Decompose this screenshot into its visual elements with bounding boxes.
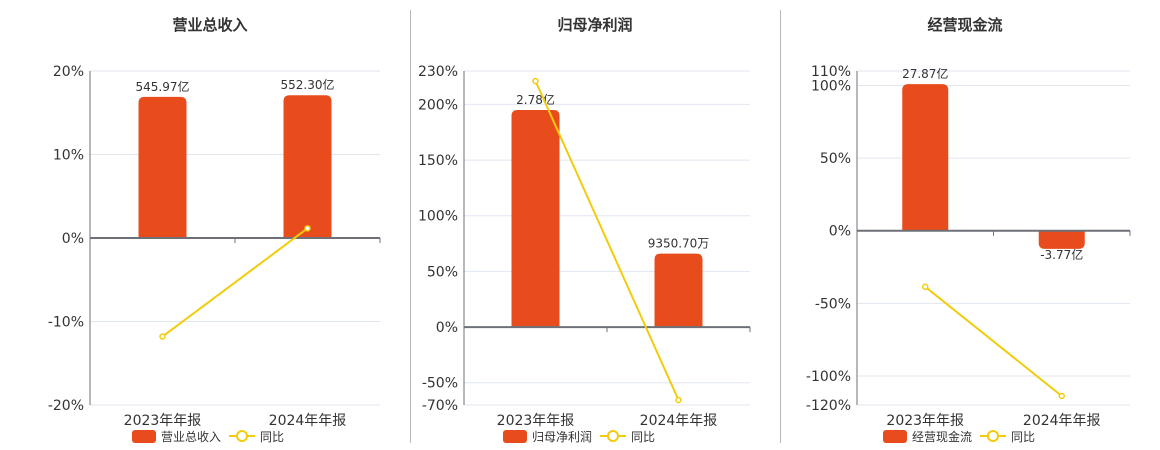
panel-divider — [410, 10, 411, 443]
legend-bar-label[interactable]: 营业总收入 — [161, 429, 222, 444]
chart-plot-operating-cash-flow: 110%100% 50% 0% -50% -100% -120% 27.87亿 -3.77亿 2… — [806, 64, 1131, 429]
y-tick-label: 50% — [427, 264, 458, 280]
bar[interactable] — [511, 109, 560, 328]
bar[interactable] — [1038, 230, 1085, 249]
y-tick-label: 10% — [53, 148, 84, 164]
x-category-label: 2023年年报 — [886, 413, 964, 429]
y-tick-label: 110% — [811, 64, 851, 80]
chart-legend: 经营现金流 同比 — [883, 428, 1035, 444]
yoy-line — [534, 80, 680, 401]
x-category-label: 2023年年报 — [497, 413, 575, 429]
x-category-label: 2024年年报 — [1023, 413, 1101, 429]
bar-value-label: 9350.70万 — [648, 237, 710, 251]
legend-line-label[interactable]: 同比 — [631, 429, 656, 444]
y-tick-label: 150% — [418, 153, 458, 169]
legend-line-label[interactable]: 同比 — [1011, 429, 1036, 444]
y-tick-label: 50% — [820, 151, 851, 167]
bar[interactable] — [902, 84, 949, 231]
y-tick-label: -70% — [422, 398, 458, 414]
y-tick-label: 100% — [811, 79, 851, 95]
legend-bar-swatch[interactable] — [503, 429, 527, 443]
bar-value-label: -3.77亿 — [1040, 247, 1083, 262]
chart-legend: 营业总收入 同比 — [132, 428, 284, 444]
yoy-point[interactable] — [159, 333, 166, 340]
y-tick-label: -20% — [48, 398, 84, 414]
legend-bar-label[interactable]: 归母净利润 — [532, 429, 593, 444]
yoy-point[interactable] — [532, 77, 539, 85]
chart-legend: 归母净利润 同比 — [503, 428, 655, 444]
x-category-label: 2024年年报 — [640, 413, 718, 429]
legend-bar-swatch[interactable] — [883, 429, 907, 443]
chart-plot-net-profit: 230% 200% 150% 100% 50% 0% -50% -70% 2.78亿 9350.7… — [418, 64, 751, 429]
bar-value-label: 545.97亿 — [136, 79, 190, 94]
y-tick-label: 0% — [436, 320, 458, 336]
chart-plot-revenue: 20% 10% 0% -10% -20% 545.97亿 552.30亿 2023年年报 202… — [48, 64, 381, 429]
chart-title: 经营现金流 — [927, 16, 1003, 34]
panel-divider — [780, 10, 781, 443]
x-category-label: 2024年年报 — [269, 413, 347, 429]
yoy-point[interactable] — [675, 396, 682, 404]
y-tick-label: -10% — [48, 315, 84, 331]
y-tick-label: 200% — [418, 97, 458, 113]
bar-value-label: 27.87亿 — [902, 66, 948, 81]
yoy-point[interactable] — [304, 225, 311, 232]
chart-title: 归母净利润 — [557, 16, 633, 34]
bar-value-label: 2.78亿 — [516, 92, 555, 107]
x-category-label: 2023年年报 — [124, 413, 202, 429]
legend-bar-label[interactable]: 经营现金流 — [912, 429, 973, 444]
legend-bar-swatch[interactable] — [132, 429, 156, 443]
y-tick-label: -120% — [806, 398, 851, 414]
y-tick-label: -50% — [422, 376, 458, 392]
legend-line-label[interactable]: 同比 — [260, 429, 285, 444]
yoy-line — [924, 286, 1063, 397]
yoy-point[interactable] — [1058, 392, 1065, 400]
legend-line-icon[interactable] — [229, 429, 256, 443]
chart-panel-net-profit: 归母净利润 230% 200% 150% 100% 50% 0% -50% -70% 2.78亿… — [410, 0, 780, 450]
legend-line-icon[interactable] — [980, 429, 1007, 443]
y-tick-label: 100% — [418, 209, 458, 225]
bar-value-label: 552.30亿 — [281, 77, 335, 92]
y-tick-label: 230% — [418, 64, 458, 80]
y-tick-label: -50% — [815, 296, 851, 312]
bar[interactable] — [654, 253, 703, 328]
y-tick-label: 0% — [829, 224, 851, 240]
chart-panel-operating-cash-flow: 经营现金流 110% 100% 50% 0% -50% -100% -120% 27.87亿 -… — [780, 0, 1160, 450]
y-tick-label: 20% — [53, 64, 84, 80]
y-tick-label: 0% — [62, 231, 84, 247]
bar[interactable] — [138, 96, 187, 238]
chart-title: 营业总收入 — [172, 16, 248, 34]
yoy-point[interactable] — [922, 283, 929, 291]
bar[interactable] — [283, 95, 332, 238]
yoy-line — [161, 227, 309, 338]
y-tick-label: -100% — [806, 369, 851, 385]
legend-line-icon[interactable] — [600, 429, 627, 443]
chart-panel-revenue: 营业总收入 20% 10% 0% -10% -20% 545.97亿 552.30亿 2023… — [0, 0, 410, 450]
